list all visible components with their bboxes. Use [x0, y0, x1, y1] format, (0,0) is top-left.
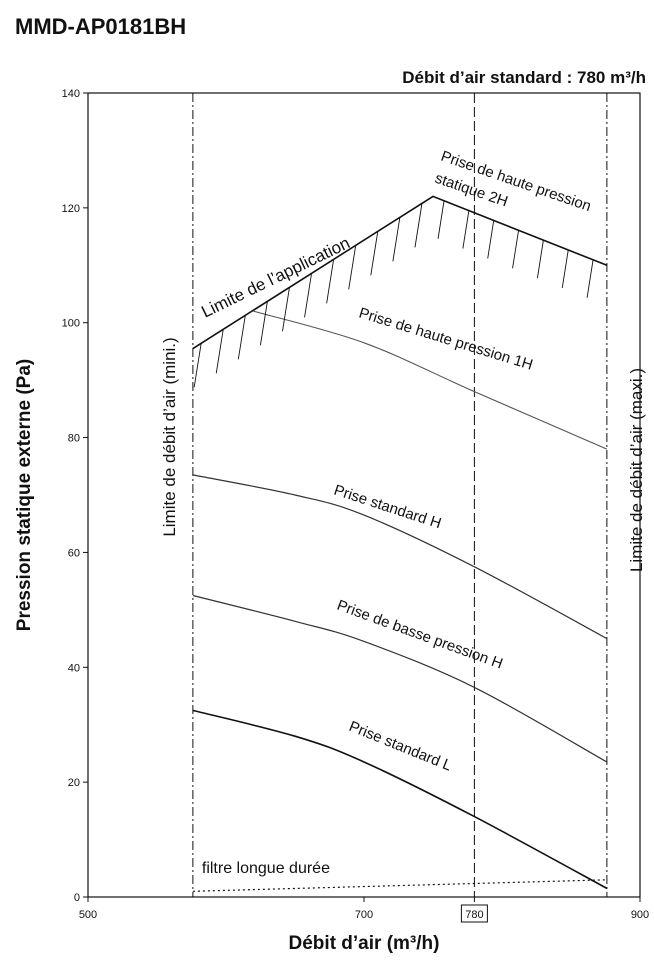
flow-limit-lines: [192, 93, 608, 897]
x-tick-label: 780: [465, 909, 483, 921]
series-label-1h: Prise de haute pression 1H: [357, 305, 535, 374]
min-flow-limit-label: Limite de débit d’air (mini.): [160, 337, 179, 536]
hatch-mark: [259, 301, 268, 346]
label-layer: Limite de débit d’air (mini.) Limite de d…: [160, 148, 646, 877]
application-limit-hatching: [193, 200, 594, 388]
series-layer: [192, 195, 608, 892]
hatch-mark: [586, 259, 594, 298]
hatch-mark: [462, 210, 470, 249]
series-line: [192, 195, 608, 350]
y-tick-label: 120: [62, 203, 80, 215]
standard-flow-label: Débit d’air standard : 780 m³/h: [402, 68, 646, 87]
hatch-mark: [282, 287, 290, 332]
series-line: [192, 474, 608, 640]
hatch-mark: [193, 343, 202, 388]
y-tick-label: 40: [68, 662, 80, 674]
application-limit-label: Limite de l’application: [198, 233, 352, 321]
hatch-mark: [536, 240, 544, 279]
hatch-mark: [437, 200, 445, 239]
series-label-low-h: Prise de basse pression H: [335, 597, 505, 673]
hatch-mark: [215, 329, 224, 374]
series-line: [253, 310, 608, 450]
series-line: [192, 879, 607, 892]
hatch-mark: [370, 231, 379, 276]
y-tick-label: 100: [62, 318, 80, 330]
hatch-mark: [237, 315, 246, 360]
y-tick-label: 60: [68, 547, 80, 559]
y-tick-label: 80: [68, 433, 80, 445]
series-label-std-l: Prise standard L: [347, 718, 455, 775]
hatch-mark: [414, 203, 423, 248]
hatch-mark: [392, 217, 401, 262]
hatch-mark: [304, 273, 313, 318]
hatch-mark: [326, 259, 335, 304]
hatch-mark: [348, 245, 357, 290]
series-label-filter: filtre longue durée: [202, 860, 330, 877]
x-tick-label: 700: [355, 909, 373, 921]
hatch-mark: [561, 249, 569, 289]
model-title: MMD-AP0181BH: [15, 14, 187, 39]
x-axis-title: Débit d’air (m³/h): [289, 933, 440, 954]
x-tick-label: 500: [79, 909, 97, 921]
max-flow-limit-label: Limite de débit d’air (maxi.): [627, 368, 646, 572]
series-line: [192, 594, 608, 763]
x-tick-label: 900: [631, 909, 649, 921]
hatch-mark: [512, 230, 520, 269]
y-tick-label: 0: [74, 892, 80, 904]
y-tick-label: 20: [68, 777, 80, 789]
series-line: [192, 709, 608, 890]
x-tick-box: [460, 904, 488, 923]
y-axis-title: Pression statique externe (Pa): [14, 359, 35, 631]
hatch-mark: [487, 220, 495, 259]
y-tick-label: 140: [62, 88, 80, 100]
tick-layer: 0 20 40 60 80 100 120 140 500 700 780 900: [62, 88, 649, 923]
